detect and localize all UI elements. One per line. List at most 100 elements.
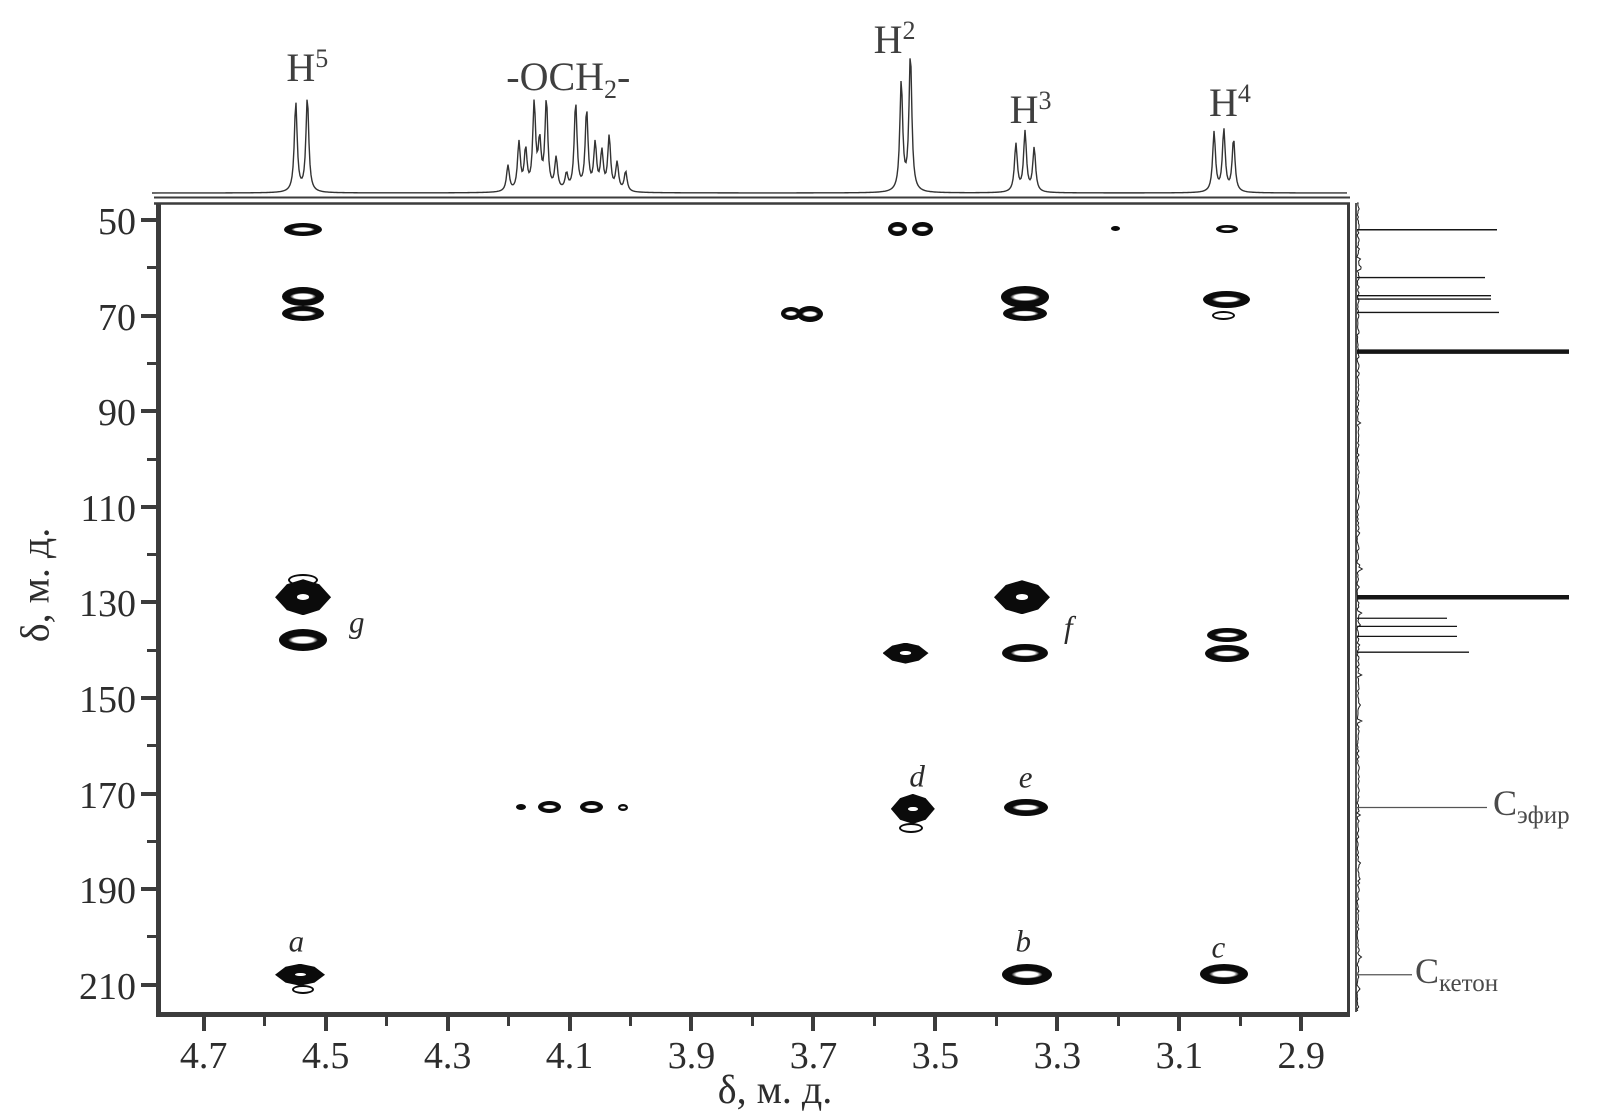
- x-tick-label: 3.1: [1155, 1035, 1204, 1077]
- x-tick-label: 2.9: [1277, 1035, 1326, 1077]
- cross-peak: [912, 222, 934, 237]
- y-minor-tick: [147, 362, 157, 366]
- cross-peak: [279, 629, 328, 652]
- cross-peak-label-d: d: [909, 758, 925, 794]
- cross-peak: [537, 801, 561, 814]
- x-tick-label: 4.1: [545, 1035, 594, 1077]
- x-major-tick: [811, 1017, 816, 1031]
- x-major-tick: [1299, 1017, 1304, 1031]
- y-major-tick: [141, 791, 157, 796]
- y-minor-tick: [147, 839, 157, 843]
- cross-peak: [1203, 291, 1251, 309]
- x-minor-tick: [1116, 1017, 1120, 1026]
- x-tick-label: 4.5: [301, 1035, 350, 1077]
- cross-peaks-layer: a b c d e f g: [161, 203, 1347, 1012]
- cross-peak: [1212, 310, 1236, 320]
- cross-peak-label-c: c: [1211, 929, 1226, 965]
- cross-peak: [899, 823, 923, 834]
- cross-peak-label-b: b: [1015, 923, 1031, 959]
- cross-peak: [1002, 964, 1053, 986]
- cross-peak: [1215, 224, 1238, 233]
- y-major-tick: [141, 218, 157, 223]
- cross-peak: [282, 287, 325, 307]
- y-tick-label: 90: [98, 392, 136, 435]
- cross-peak: [617, 803, 628, 811]
- cross-peak: [579, 801, 603, 814]
- y-minor-tick: [147, 553, 157, 557]
- carbon-noise-baseline: [1356, 202, 1364, 1012]
- y-major-tick: [141, 313, 157, 318]
- cross-peak: [275, 963, 326, 986]
- y-major-tick: [141, 504, 157, 509]
- proton-spectrum-trace: [151, 58, 1350, 205]
- proton-label-H3: H3: [1009, 86, 1052, 132]
- y-tick-label: 150: [79, 679, 136, 722]
- cross-peak: [292, 984, 315, 994]
- cross-peak: [797, 305, 824, 322]
- cross-peak: [515, 804, 526, 811]
- x-major-tick: [1055, 1017, 1060, 1031]
- x-minor-tick: [750, 1017, 754, 1026]
- cross-peak: [1003, 798, 1048, 816]
- x-major-tick: [689, 1017, 694, 1031]
- y-minor-tick: [147, 266, 157, 270]
- cross-peak: [1001, 285, 1050, 308]
- proton-label-och2: -OCH2-: [506, 54, 631, 104]
- y-minor-tick: [147, 457, 157, 461]
- cross-peak: [275, 579, 332, 616]
- y-tick-label: 210: [79, 965, 136, 1008]
- y-major-tick: [141, 887, 157, 892]
- y-tick-label: 130: [79, 583, 136, 626]
- carbon-label-кетон: Cкетон: [1415, 950, 1499, 997]
- cross-peak: [1206, 628, 1247, 643]
- cross-peak: [284, 222, 323, 236]
- cross-peak: [993, 580, 1050, 615]
- x-tick-label: 3.3: [1033, 1035, 1082, 1077]
- y-tick-label: 170: [79, 774, 136, 817]
- proton-label-H5: H5: [286, 44, 329, 90]
- x-tick-label: 3.7: [789, 1035, 838, 1077]
- x-major-tick: [445, 1017, 450, 1031]
- x-major-tick: [323, 1017, 328, 1031]
- x-minor-tick: [629, 1017, 633, 1026]
- y-major-tick: [141, 982, 157, 987]
- cross-peak-label-g: g: [348, 604, 365, 640]
- y-minor-tick: [147, 744, 157, 748]
- y-tick-label: 70: [98, 296, 136, 339]
- x-major-tick: [567, 1017, 572, 1031]
- x-axis-title: δ, м. д.: [717, 1067, 833, 1112]
- x-tick-label: 4.7: [179, 1035, 228, 1077]
- cross-peak-label-f: f: [1064, 609, 1073, 645]
- cross-peak: [888, 222, 908, 237]
- cross-peak-label-a: a: [288, 923, 305, 959]
- cross-peak: [1110, 226, 1120, 232]
- x-major-tick: [1177, 1017, 1182, 1031]
- cross-peak: [1002, 644, 1049, 663]
- carbon-spectrum-trace: [1355, 202, 1569, 1012]
- cross-peak: [780, 307, 801, 321]
- y-axis-title: δ, м. д.: [12, 527, 58, 643]
- cross-peak: [1204, 644, 1249, 662]
- y-major-tick: [141, 600, 157, 605]
- x-minor-tick: [872, 1017, 876, 1026]
- proton-label-H4: H4: [1208, 79, 1251, 125]
- x-tick-label: 4.3: [423, 1035, 472, 1077]
- cross-peak: [1003, 306, 1048, 322]
- cross-peak: [882, 642, 929, 664]
- cross-peak: [1200, 964, 1249, 985]
- x-minor-tick: [1238, 1017, 1242, 1026]
- x-major-tick: [201, 1017, 206, 1031]
- proton-trace-path: [151, 58, 1347, 194]
- cross-peak: [890, 793, 935, 824]
- x-minor-tick: [994, 1017, 998, 1026]
- y-tick-label: 50: [98, 201, 136, 244]
- y-major-tick: [141, 696, 157, 701]
- y-minor-tick: [147, 935, 157, 939]
- y-minor-tick: [147, 648, 157, 652]
- x-tick-label: 3.5: [911, 1035, 960, 1077]
- x-minor-tick: [507, 1017, 511, 1026]
- y-major-tick: [141, 409, 157, 414]
- cross-peak-label-e: e: [1018, 759, 1033, 795]
- x-minor-tick: [385, 1017, 389, 1026]
- y-tick-label: 190: [79, 870, 136, 913]
